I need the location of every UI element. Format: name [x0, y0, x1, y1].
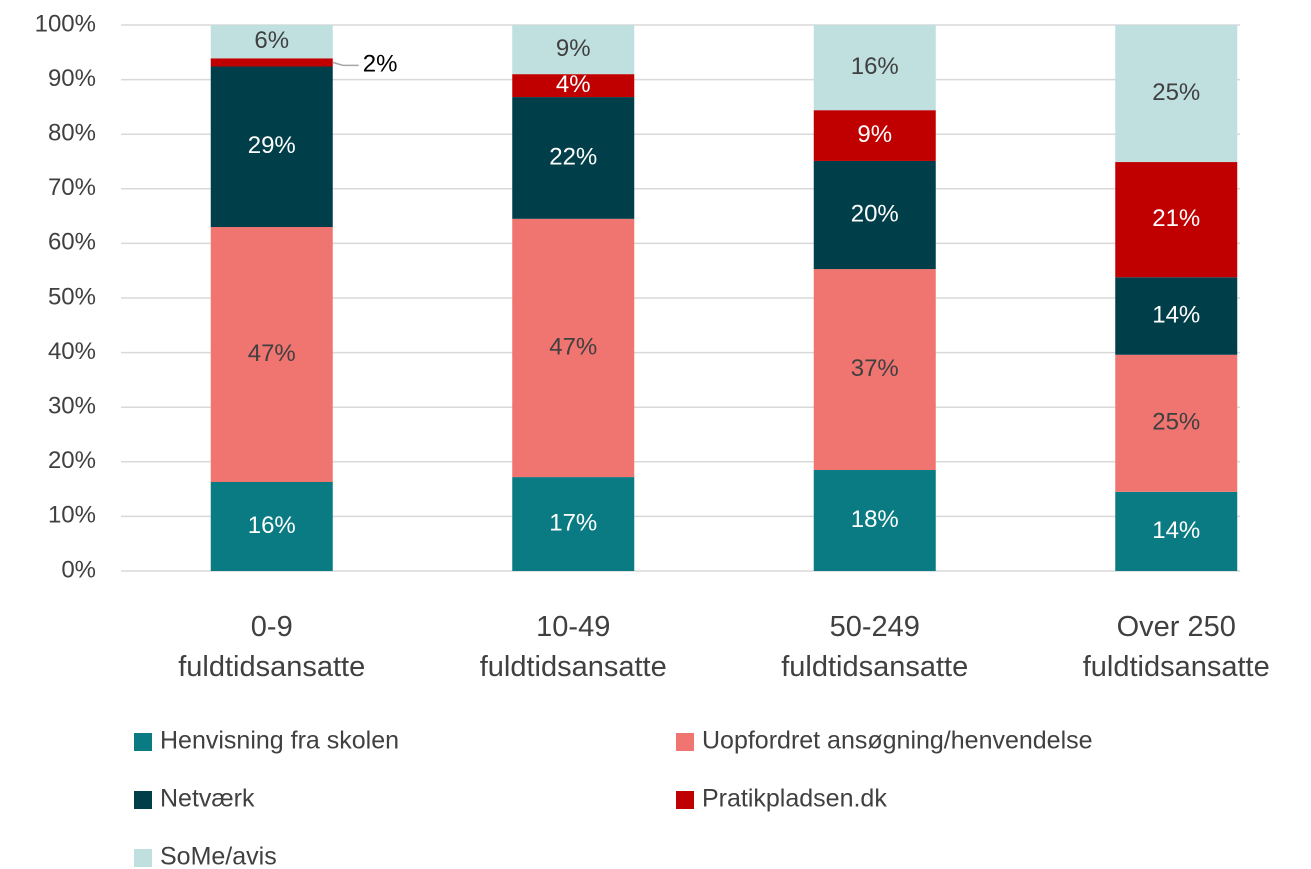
bar-segment — [1115, 277, 1238, 355]
bar-segment — [1115, 162, 1238, 278]
value-label: 16% — [851, 53, 899, 80]
value-label: 16% — [248, 512, 296, 539]
value-label: 18% — [851, 506, 899, 533]
legend-label: Netværk — [160, 785, 255, 813]
bar-segment — [512, 74, 635, 98]
bar-segment — [1115, 354, 1238, 492]
bar-segment — [210, 58, 333, 67]
value-label: 22% — [549, 143, 597, 170]
y-tick-label: 20% — [48, 447, 96, 474]
legend-swatch — [134, 791, 152, 809]
value-label: 6% — [254, 27, 289, 54]
bar-segment — [512, 25, 635, 75]
y-tick-label: 80% — [48, 120, 96, 147]
bar-segment — [210, 66, 333, 228]
legend-swatch — [676, 791, 694, 809]
y-tick-label: 40% — [48, 338, 96, 365]
value-label: 2% — [363, 51, 398, 78]
x-tick-label: Over 250 fuldtidsansatte — [1083, 611, 1270, 683]
bar-segment — [813, 110, 936, 161]
bar-segment — [512, 97, 635, 219]
value-label: 9% — [556, 35, 591, 62]
y-tick-label: 30% — [48, 393, 96, 420]
bar-segment — [813, 469, 936, 571]
bar-segment — [210, 25, 333, 59]
bar-segment — [1115, 491, 1238, 571]
y-tick-label: 50% — [48, 283, 96, 310]
y-tick-label: 10% — [48, 502, 96, 529]
y-tick-label: 100% — [35, 10, 96, 37]
x-tick-label: 10-49 fuldtidsansatte — [480, 611, 667, 683]
bar-segment — [512, 218, 635, 478]
legend-label: SoMe/avis — [160, 843, 277, 869]
bar-segment — [1115, 25, 1238, 163]
bar-segment — [210, 227, 333, 483]
bar-segment — [512, 477, 635, 571]
x-tick-label: 50-249 fuldtidsansatte — [781, 611, 968, 683]
value-label: 47% — [549, 333, 597, 360]
legend-label: Henvisning fra skolen — [160, 727, 399, 755]
value-label: 37% — [851, 355, 899, 382]
legend-swatch — [134, 733, 152, 751]
bar-segment — [210, 482, 333, 571]
legend-swatch — [134, 849, 152, 867]
bar-segment — [813, 25, 936, 111]
legend-label: Pratikpladsen.dk — [702, 785, 887, 813]
value-label: 25% — [1152, 79, 1200, 106]
legend-swatch — [676, 733, 694, 751]
value-label: 47% — [248, 340, 296, 367]
value-label: 29% — [248, 132, 296, 159]
bar-segment — [813, 160, 936, 270]
y-tick-label: 60% — [48, 229, 96, 256]
value-label: 14% — [1152, 301, 1200, 328]
value-label: 20% — [851, 200, 899, 227]
y-tick-label: 90% — [48, 65, 96, 92]
value-label: 21% — [1152, 205, 1200, 232]
value-label: 4% — [556, 71, 591, 98]
y-tick-label: 0% — [61, 556, 96, 583]
legend-label: Uopfordret ansøgning/henvendelse — [702, 727, 1093, 755]
value-label: 25% — [1152, 409, 1200, 436]
value-label: 9% — [857, 121, 892, 148]
x-tick-label: 0-9 fuldtidsansatte — [178, 611, 365, 683]
bar-segment — [813, 269, 936, 470]
y-tick-label: 70% — [48, 174, 96, 201]
value-label: 17% — [549, 509, 597, 536]
value-label: 14% — [1152, 517, 1200, 544]
leader-line — [332, 61, 359, 67]
